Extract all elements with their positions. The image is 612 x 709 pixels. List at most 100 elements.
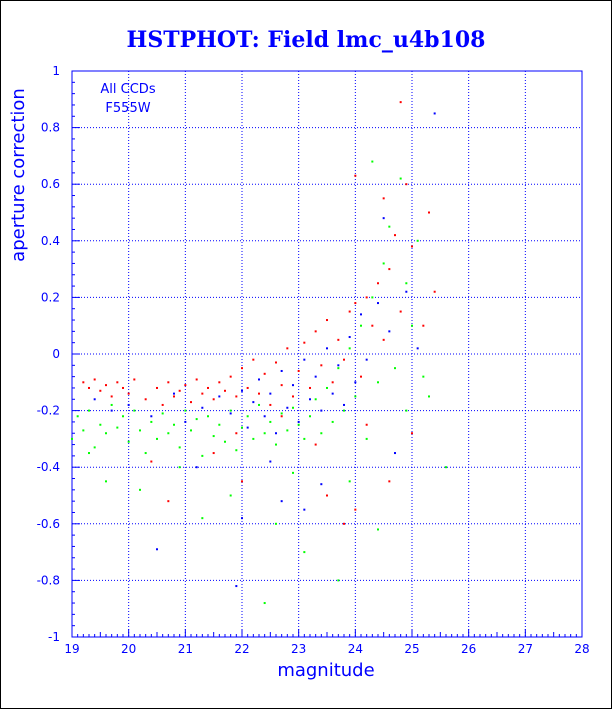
data-point xyxy=(275,522,277,525)
data-point xyxy=(320,364,323,367)
data-point xyxy=(354,381,357,384)
data-point xyxy=(252,401,255,404)
data-point xyxy=(286,429,289,432)
data-point xyxy=(314,330,317,333)
data-point xyxy=(343,403,345,406)
data-point xyxy=(184,384,187,387)
y-tick-label: 0.4 xyxy=(41,234,60,248)
data-point xyxy=(212,435,215,438)
data-point xyxy=(416,239,419,242)
data-point xyxy=(433,112,436,115)
data-point xyxy=(382,262,385,265)
data-point xyxy=(224,389,226,392)
data-point xyxy=(360,375,362,378)
annotation-filter: F555W xyxy=(105,101,150,116)
data-point xyxy=(224,440,226,443)
data-point xyxy=(167,381,170,384)
data-point xyxy=(331,381,334,384)
data-point xyxy=(280,500,283,503)
data-point xyxy=(399,101,402,104)
data-point xyxy=(184,409,187,412)
data-point xyxy=(88,386,90,389)
data-point xyxy=(337,364,340,367)
data-point xyxy=(184,420,187,423)
y-tick-labels: -1 -0.8 -0.6 -0.4 -0.2 0 0.2 0.4 0.6 0.8 1 xyxy=(37,64,60,644)
data-point xyxy=(286,347,289,350)
data-point xyxy=(241,517,243,520)
data-point xyxy=(207,415,209,418)
data-point xyxy=(201,406,204,409)
data-point xyxy=(235,449,238,452)
data-point xyxy=(173,395,175,398)
data-point xyxy=(269,460,272,463)
data-point xyxy=(377,528,379,531)
data-point xyxy=(297,423,300,426)
data-point xyxy=(354,395,357,398)
data-point xyxy=(303,358,306,361)
data-point xyxy=(93,398,96,401)
data-point xyxy=(331,420,334,423)
data-point xyxy=(190,401,192,404)
y-tick-label: 0.2 xyxy=(41,290,60,304)
data-point xyxy=(263,602,266,605)
data-point xyxy=(360,313,362,316)
data-point xyxy=(428,211,430,214)
y-tick-label: 0 xyxy=(52,347,60,361)
y-tick-label: -0.4 xyxy=(37,460,60,474)
data-point xyxy=(314,375,317,378)
data-point xyxy=(286,406,289,409)
data-point xyxy=(371,296,374,299)
x-tick-label: 21 xyxy=(178,642,193,656)
data-point xyxy=(110,403,113,406)
data-point xyxy=(314,398,317,401)
data-point xyxy=(201,392,204,395)
y-tick-label: -0.6 xyxy=(37,517,60,531)
data-point xyxy=(309,415,311,418)
data-point xyxy=(280,412,283,415)
data-point xyxy=(195,418,198,421)
data-point xyxy=(394,234,396,237)
axis-ticks xyxy=(71,70,583,638)
data-point xyxy=(416,347,419,350)
data-point xyxy=(360,324,362,327)
x-tick-labels: 19 20 21 22 23 24 25 26 27 28 xyxy=(64,642,589,656)
chart-title: HSTPHOT: Field lmc_u4b108 xyxy=(127,27,486,53)
data-point xyxy=(309,386,311,389)
data-point xyxy=(167,500,170,503)
data-points xyxy=(71,101,447,605)
data-point xyxy=(229,412,232,415)
x-tick-label: 26 xyxy=(461,642,476,656)
data-point xyxy=(258,403,260,406)
data-point xyxy=(411,432,413,435)
data-point xyxy=(388,225,391,228)
data-point xyxy=(422,375,425,378)
data-point xyxy=(320,483,323,486)
data-point xyxy=(246,415,249,418)
data-point xyxy=(93,378,96,381)
data-point xyxy=(428,395,430,398)
x-axis-label: magnitude xyxy=(277,660,374,681)
data-point xyxy=(156,437,158,440)
data-point xyxy=(280,384,283,387)
y-tick-label: -1 xyxy=(48,630,60,644)
data-point xyxy=(235,432,238,435)
data-point xyxy=(365,358,368,361)
data-point xyxy=(371,160,374,163)
data-point xyxy=(297,420,300,423)
data-point xyxy=(246,386,249,389)
data-point xyxy=(71,437,73,440)
data-point xyxy=(178,446,181,449)
data-point xyxy=(275,432,277,435)
data-point xyxy=(201,454,204,457)
data-point xyxy=(382,217,385,220)
data-point xyxy=(331,392,334,395)
data-point xyxy=(235,585,238,588)
data-point xyxy=(326,319,328,322)
y-tick-label: 0.6 xyxy=(41,177,60,191)
data-point xyxy=(303,551,306,554)
data-point xyxy=(110,409,113,412)
data-point xyxy=(252,358,255,361)
data-point xyxy=(150,420,153,423)
data-point xyxy=(337,367,340,370)
data-point xyxy=(161,403,164,406)
